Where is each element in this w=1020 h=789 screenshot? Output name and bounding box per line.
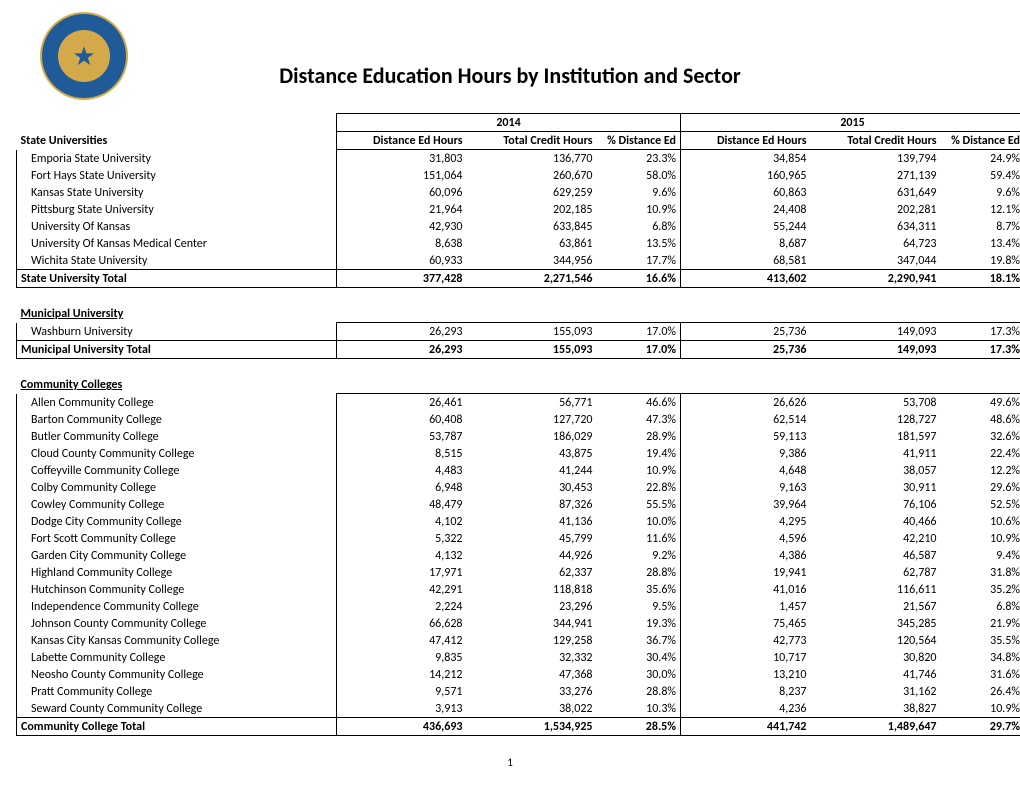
- star-icon: ★: [58, 30, 110, 82]
- page-number: 1: [16, 756, 1004, 769]
- report-table: 20142015State UniversitiesDistance Ed Ho…: [16, 113, 1020, 736]
- page-title: Distance Education Hours by Institution …: [16, 18, 1004, 113]
- org-logo: ★: [40, 12, 124, 96]
